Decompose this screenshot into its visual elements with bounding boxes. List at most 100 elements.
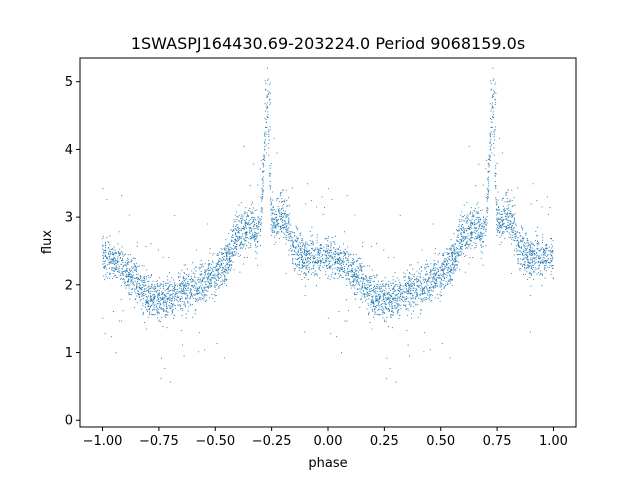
data-point: [519, 270, 521, 272]
data-point: [225, 249, 227, 251]
data-point: [441, 264, 443, 266]
data-point: [461, 218, 463, 221]
data-point: [358, 282, 360, 284]
data-point: [121, 267, 123, 270]
data-point: [508, 209, 510, 212]
data-point: [283, 212, 285, 214]
data-point: [275, 216, 277, 218]
data-point: [403, 276, 405, 279]
data-point: [400, 292, 402, 294]
data-point: [244, 233, 246, 235]
data-point: [243, 238, 245, 240]
data-point: [464, 232, 466, 234]
data-point: [293, 246, 295, 249]
data-point: [530, 285, 532, 287]
data-point: [413, 275, 415, 278]
data-point: [476, 213, 478, 215]
data-point: [178, 299, 180, 301]
data-point: [184, 283, 186, 285]
data-point: [487, 178, 489, 180]
data-point: [146, 309, 148, 311]
data-point: [365, 284, 367, 286]
data-point: [392, 279, 394, 281]
data-point: [540, 247, 542, 249]
data-point: [194, 280, 196, 282]
data-point: [459, 221, 461, 223]
data-point: [433, 277, 435, 279]
data-point: [143, 290, 145, 293]
data-point: [272, 191, 274, 193]
data-point: [487, 196, 489, 198]
data-point: [473, 210, 476, 212]
data-point: [171, 306, 173, 308]
data-point: [324, 253, 326, 256]
data-point: [439, 286, 441, 288]
data-point: [296, 264, 298, 266]
data-point: [464, 214, 466, 217]
data-point: [527, 266, 529, 268]
data-point: [251, 211, 253, 213]
data-point: [284, 220, 286, 222]
data-point: [529, 250, 531, 252]
data-point: [497, 227, 500, 229]
data-point: [449, 357, 451, 359]
data-point: [478, 225, 481, 227]
data-point: [405, 304, 407, 306]
data-point: [403, 272, 405, 274]
data-point: [135, 268, 137, 270]
data-point: [291, 239, 293, 241]
data-point: [272, 227, 274, 229]
data-point: [334, 254, 337, 256]
data-point: [261, 200, 263, 202]
data-point: [318, 253, 320, 255]
data-point: [303, 253, 305, 255]
data-point: [230, 260, 233, 262]
data-point: [245, 240, 247, 242]
data-point: [416, 293, 418, 295]
data-point: [502, 230, 504, 233]
data-point: [342, 243, 345, 245]
data-point: [297, 255, 300, 257]
data-point: [150, 298, 152, 300]
data-point: [288, 219, 290, 221]
data-point: [379, 296, 381, 298]
data-point: [458, 255, 460, 257]
data-point: [180, 289, 182, 291]
data-point: [163, 305, 165, 307]
data-point: [316, 274, 318, 276]
data-point: [537, 247, 539, 249]
data-point: [177, 272, 179, 274]
data-point: [503, 205, 505, 207]
data-point: [201, 284, 203, 286]
data-point: [430, 263, 432, 265]
data-point: [423, 293, 425, 295]
data-point: [442, 268, 444, 270]
data-point: [481, 223, 483, 225]
data-point: [166, 307, 168, 309]
data-point: [517, 231, 519, 233]
data-point: [205, 276, 207, 278]
data-point: [440, 274, 443, 276]
data-point: [402, 285, 404, 287]
data-point: [306, 264, 308, 266]
data-point: [191, 262, 194, 264]
data-point: [353, 278, 355, 280]
data-point: [303, 273, 305, 275]
data-point: [339, 263, 341, 265]
data-point: [456, 264, 458, 266]
data-point: [354, 284, 356, 286]
data-point: [317, 254, 319, 256]
data-point: [150, 296, 153, 298]
data-point: [389, 297, 391, 299]
data-point: [448, 252, 450, 254]
data-point: [203, 272, 205, 274]
data-point: [492, 116, 494, 118]
data-point: [234, 239, 236, 241]
data-point: [482, 235, 484, 237]
data-point: [325, 243, 327, 246]
data-point: [250, 227, 252, 229]
data-point: [245, 216, 248, 218]
data-point: [285, 272, 287, 275]
data-point: [204, 275, 206, 277]
data-point: [434, 262, 436, 265]
